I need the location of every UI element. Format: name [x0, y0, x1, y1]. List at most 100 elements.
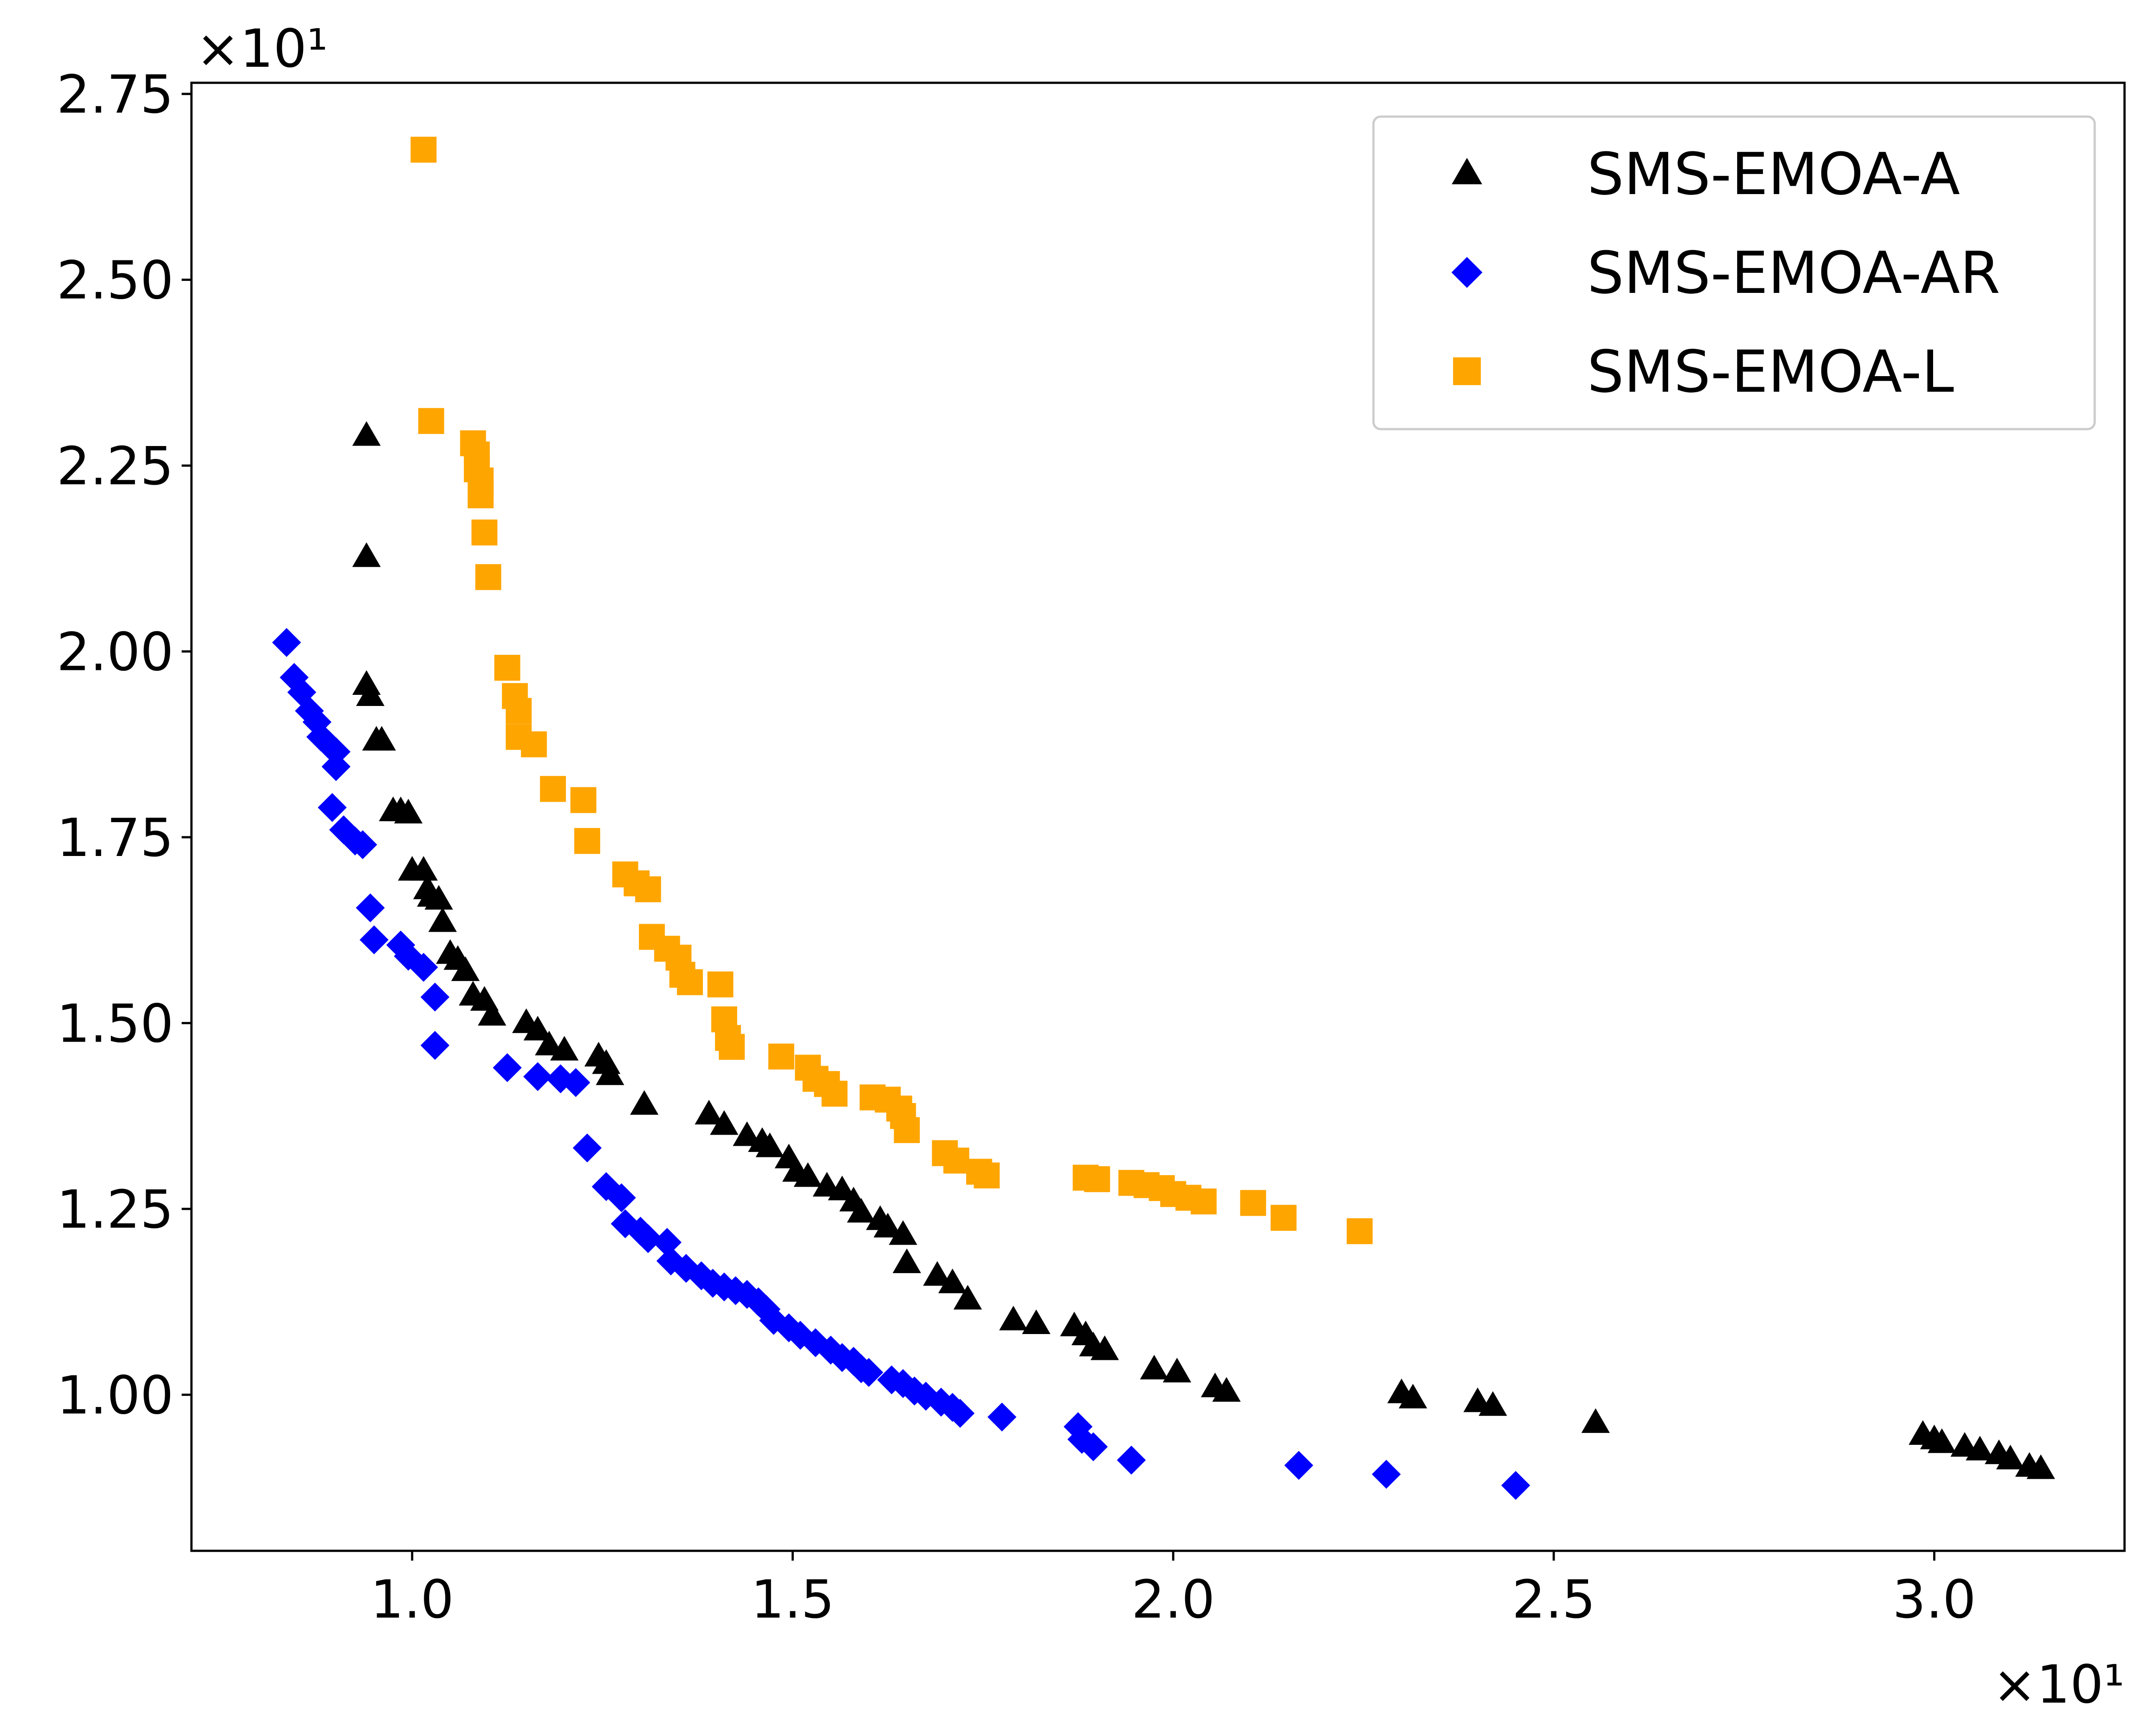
- data-point: [295, 696, 324, 726]
- data-point: [710, 1272, 739, 1302]
- series-sms-emoa-a: [352, 421, 2055, 1479]
- data-point: [1117, 1445, 1146, 1475]
- data-point: [356, 681, 385, 706]
- data-point: [428, 907, 457, 932]
- data-point: [561, 1068, 590, 1097]
- data-point: [451, 956, 480, 981]
- data-point: [768, 1043, 794, 1070]
- data-point: [634, 1224, 663, 1253]
- data-point: [367, 726, 396, 751]
- data-point: [677, 969, 703, 995]
- data-point: [1996, 1444, 2025, 1469]
- data-point: [1140, 1355, 1169, 1379]
- data-point: [1022, 1309, 1051, 1334]
- data-point: [707, 971, 734, 998]
- y-tick-label: 2.00: [57, 621, 174, 682]
- x-tick-label: 1.5: [751, 1569, 835, 1630]
- data-point: [1346, 1218, 1373, 1245]
- plot-area-frame: [190, 81, 2126, 1552]
- data-point: [946, 1399, 975, 1428]
- data-point: [873, 1213, 902, 1237]
- y-tick-label: 2.25: [57, 435, 174, 497]
- data-point: [987, 1402, 1017, 1432]
- data-point: [793, 1162, 822, 1187]
- data-point: [999, 1306, 1028, 1330]
- data-point: [570, 787, 597, 813]
- data-point: [410, 137, 437, 163]
- data-point: [687, 1261, 716, 1290]
- data-point: [287, 677, 317, 707]
- data-point: [607, 1183, 636, 1213]
- data-point: [471, 519, 498, 546]
- data-point: [695, 1099, 723, 1125]
- data-point: [953, 1285, 982, 1310]
- legend-label: SMS-EMOA-A: [1587, 140, 1960, 208]
- data-point: [492, 1053, 522, 1083]
- legend-label: SMS-EMOA-L: [1587, 338, 1954, 406]
- x-tick-label: 1.0: [370, 1569, 454, 1630]
- y-axis-offset-label: ×10¹: [196, 18, 328, 79]
- data-point: [574, 828, 601, 854]
- y-tick-label: 2.75: [57, 64, 174, 125]
- data-points: [272, 137, 2055, 1500]
- data-point: [352, 421, 381, 446]
- y-tick-label: 1.25: [57, 1179, 174, 1240]
- data-point: [652, 1228, 682, 1257]
- data-point: [847, 1198, 876, 1223]
- data-point: [321, 752, 351, 781]
- x-axis: 1.0 1.5 2.0 2.5 3.0: [370, 1551, 1976, 1630]
- data-point: [1398, 1383, 1427, 1409]
- data-point: [467, 482, 494, 508]
- data-point: [1240, 1190, 1266, 1216]
- x-axis-offset-label: ×10¹: [1993, 1654, 2125, 1715]
- data-point: [521, 731, 547, 758]
- data-point: [409, 953, 438, 982]
- data-point: [348, 830, 378, 860]
- x-tick-label: 2.0: [1131, 1569, 1215, 1630]
- data-point: [828, 1176, 857, 1201]
- data-point: [877, 1365, 906, 1395]
- legend-marker-triangle: [1451, 158, 1483, 184]
- data-point: [409, 856, 438, 881]
- y-tick-label: 1.00: [57, 1364, 174, 1426]
- data-point: [671, 1253, 701, 1283]
- data-point: [272, 628, 301, 657]
- series-sms-emoa-l: [410, 137, 1373, 1245]
- data-point: [394, 799, 423, 823]
- data-point: [1284, 1451, 1313, 1480]
- x-tick-label: 2.5: [1512, 1569, 1596, 1630]
- data-point: [889, 1220, 918, 1245]
- data-point: [974, 1162, 1000, 1188]
- y-axis: 1.00 1.25 1.50 1.75 2.00 2.25 2.50 2.75: [57, 64, 191, 1426]
- data-point: [535, 1030, 564, 1055]
- data-point: [523, 1062, 553, 1091]
- legend-marker-square: [1453, 357, 1481, 385]
- data-point: [317, 793, 347, 822]
- data-point: [356, 893, 385, 923]
- data-point: [1479, 1391, 1507, 1416]
- data-point: [719, 1034, 745, 1060]
- data-point: [420, 1031, 450, 1060]
- data-point: [894, 1117, 920, 1143]
- y-tick-label: 2.50: [57, 250, 174, 311]
- data-point: [550, 1036, 579, 1061]
- data-point: [1190, 1188, 1217, 1215]
- data-point: [698, 1269, 727, 1298]
- data-point: [596, 1060, 625, 1085]
- data-point: [418, 408, 444, 434]
- y-tick-label: 1.50: [57, 993, 174, 1054]
- data-point: [721, 1276, 750, 1306]
- data-point: [478, 1001, 507, 1026]
- data-point: [1501, 1471, 1530, 1500]
- data-point: [1927, 1428, 1956, 1453]
- data-point: [505, 698, 532, 724]
- data-point: [540, 776, 566, 802]
- data-point: [630, 1090, 659, 1115]
- data-point: [732, 1121, 761, 1146]
- data-point: [854, 1358, 883, 1387]
- data-point: [359, 925, 389, 954]
- data-point: [1212, 1377, 1241, 1402]
- data-point: [1581, 1408, 1610, 1433]
- data-point: [710, 1110, 739, 1135]
